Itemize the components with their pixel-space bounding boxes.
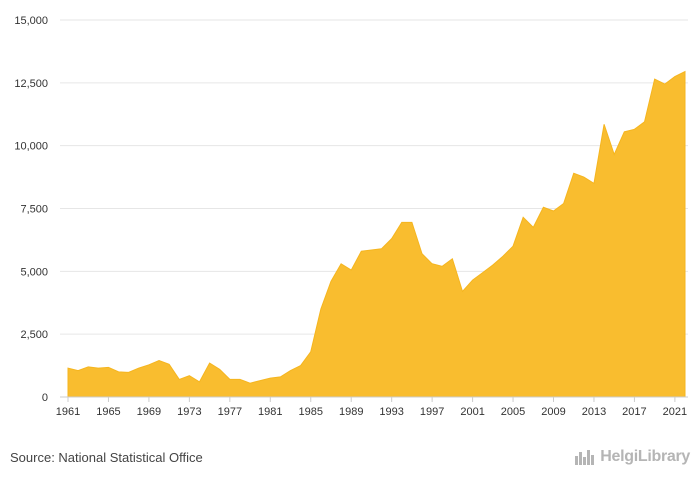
y-axis: 0 2,500 5,000 7,500 10,000 12,500 15,000 bbox=[14, 15, 48, 404]
x-tick-label: 1997 bbox=[420, 406, 444, 418]
x-tick-label: 1961 bbox=[56, 406, 80, 418]
y-tick-label: 10,000 bbox=[14, 141, 48, 153]
y-tick-label: 5,000 bbox=[20, 266, 48, 278]
area-fill bbox=[67, 70, 686, 398]
x-tick-label: 1969 bbox=[137, 406, 161, 418]
brand-logo: HelgiLibrary bbox=[574, 448, 690, 466]
x-tick-label: 1981 bbox=[258, 406, 282, 418]
y-tick-label: 2,500 bbox=[20, 329, 48, 341]
y-tick-label: 15,000 bbox=[14, 15, 48, 27]
x-tick-label: 1993 bbox=[379, 406, 403, 418]
x-tick-label: 2017 bbox=[622, 406, 646, 418]
x-tick-label: 2021 bbox=[663, 406, 687, 418]
x-tick-label: 1985 bbox=[299, 406, 323, 418]
y-tick-label: 0 bbox=[42, 392, 48, 404]
x-tick-label: 2001 bbox=[460, 406, 484, 418]
brand-name: HelgiLibrary bbox=[600, 448, 690, 465]
x-tick-label: 1977 bbox=[218, 406, 242, 418]
chart: 0 2,500 5,000 7,500 10,000 12,500 15,000 1961 1… bbox=[14, 15, 688, 418]
y-tick-label: 12,500 bbox=[14, 78, 48, 90]
x-tick-label: 1989 bbox=[339, 406, 363, 418]
x-tick-label: 1965 bbox=[96, 406, 120, 418]
x-axis: 1961 1965 1969 1973 1977 1981 1985 1989 1993 1997… bbox=[56, 396, 688, 418]
y-tick-label: 7,500 bbox=[20, 204, 48, 216]
area-series bbox=[67, 70, 686, 398]
x-tick-label: 1973 bbox=[177, 406, 201, 418]
city-skyline-icon bbox=[575, 450, 595, 465]
x-tick-label: 2013 bbox=[582, 406, 606, 418]
source-note: Source: National Statistical Office bbox=[10, 450, 203, 465]
x-tick-label: 2005 bbox=[501, 406, 525, 418]
x-tick-label: 2009 bbox=[541, 406, 565, 418]
